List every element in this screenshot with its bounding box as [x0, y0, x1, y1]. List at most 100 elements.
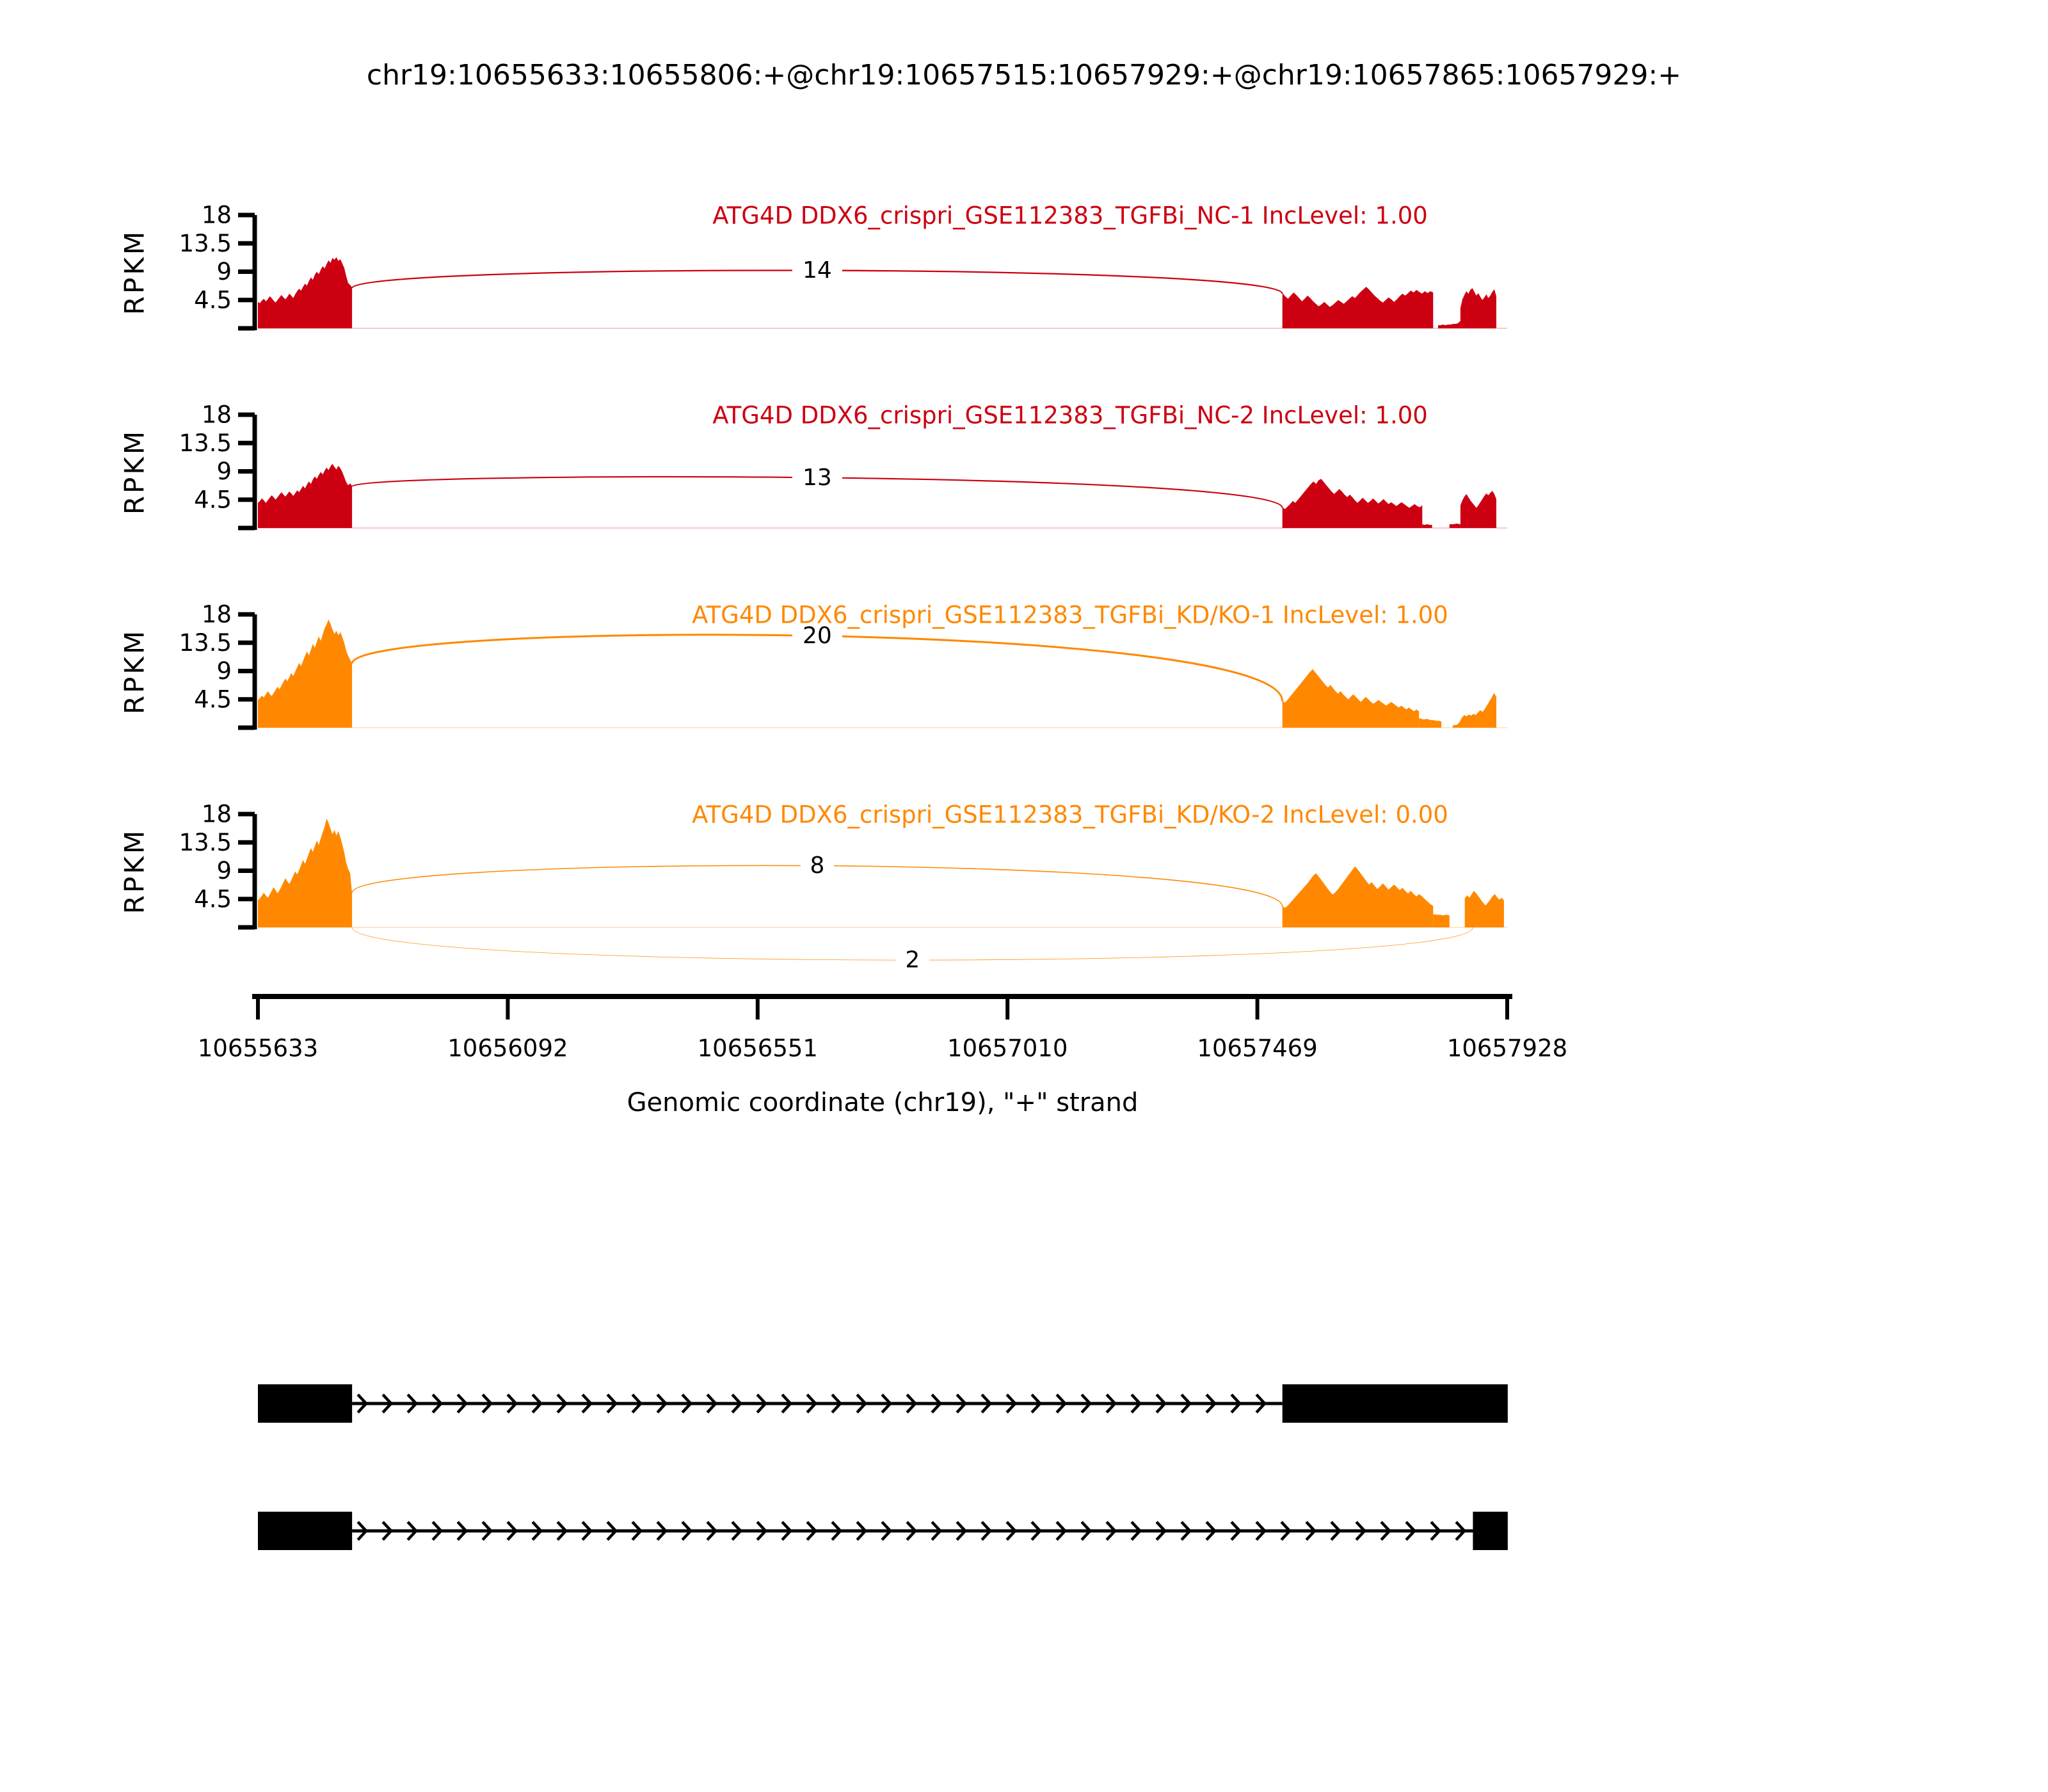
y-axis-label: RPKM: [119, 229, 150, 315]
strand-arrow-icon: [1180, 1393, 1192, 1414]
strand-arrow-icon: [381, 1521, 394, 1541]
strand-arrow-icon: [581, 1393, 593, 1414]
y-tick-label: 4.5: [194, 286, 232, 314]
strand-arrow-icon: [481, 1521, 493, 1541]
strand-arrow-icon: [1280, 1521, 1292, 1541]
strand-arrow-icon: [906, 1521, 918, 1541]
strand-arrow-icon: [656, 1393, 668, 1414]
strand-arrow-icon: [706, 1393, 718, 1414]
strand-arrow-icon: [606, 1521, 618, 1541]
y-axis-label: RPKM: [119, 429, 150, 515]
strand-arrow-icon: [781, 1393, 793, 1414]
junction-count-label: 14: [803, 257, 832, 284]
x-axis: 10655633 10656092 10656551 10657010 10657469…: [198, 994, 1567, 1062]
x-tick-label: 10656092: [447, 1035, 568, 1062]
strand-arrow-icon: [481, 1393, 493, 1414]
strand-arrow-icon: [1030, 1393, 1043, 1414]
coverage-area: [1452, 692, 1496, 728]
coverage-area: [1282, 866, 1434, 927]
y-tick-label: 4.5: [194, 685, 232, 713]
strand-arrow-icon: [756, 1393, 768, 1414]
coverage-area: [1433, 914, 1450, 927]
strand-arrow-icon: [381, 1393, 394, 1414]
strand-arrow-icon: [356, 1393, 369, 1414]
strand-arrow-icon: [581, 1521, 593, 1541]
x-axis-title: Genomic coordinate (chr19), "+" strand: [627, 1088, 1139, 1117]
strand-arrow-icon: [656, 1521, 668, 1541]
coverage-area: [258, 818, 353, 927]
y-tick-label: 13.5: [179, 230, 232, 257]
junction-label-bg: [792, 621, 842, 651]
strand-arrow-icon: [631, 1521, 643, 1541]
y-tick-label: 4.5: [194, 486, 232, 513]
transcript-1: [258, 1384, 1508, 1423]
strand-arrow-icon: [431, 1521, 444, 1541]
transcript-2: [258, 1512, 1508, 1550]
strand-arrow-icon: [731, 1393, 743, 1414]
strand-arrow-icon: [781, 1521, 793, 1541]
y-tick-label: 18: [202, 401, 232, 429]
strand-arrow-icon: [1455, 1521, 1467, 1541]
strand-arrow-icon: [856, 1521, 868, 1541]
strand-arrow-icon: [906, 1393, 918, 1414]
strand-arrow-icon: [731, 1521, 743, 1541]
strand-arrow-icon: [1180, 1521, 1192, 1541]
strand-arrow-icon: [756, 1521, 768, 1541]
y-tick-label: 18: [202, 202, 232, 229]
strand-arrow-icon: [1155, 1393, 1167, 1414]
coverage-area: [1438, 321, 1460, 328]
strand-arrow-icon: [1405, 1521, 1417, 1541]
coverage-area: [258, 257, 353, 328]
junction-label-bg: [895, 945, 929, 975]
strand-arrow-icon: [931, 1521, 943, 1541]
strand-arrow-icon: [531, 1521, 543, 1541]
figure-title: chr19:10655633:10655806:+@chr19:10657515…: [366, 59, 1682, 92]
junction-label-bg: [800, 851, 834, 881]
strand-arrow-icon: [980, 1521, 993, 1541]
strand-arrow-icon: [1080, 1521, 1092, 1541]
exon-box: [1282, 1384, 1508, 1423]
exon-box: [258, 1384, 353, 1423]
strand-arrow-icon: [556, 1393, 568, 1414]
strand-arrow-icon: [831, 1521, 843, 1541]
x-tick-label: 10655633: [198, 1035, 318, 1062]
strand-arrow-icon: [806, 1521, 818, 1541]
strand-arrow-icon: [931, 1393, 943, 1414]
y-tick-label: 9: [216, 657, 232, 685]
coverage-area: [1419, 718, 1442, 728]
strand-arrow-icon: [1105, 1521, 1117, 1541]
track-title: ATG4D DDX6_crispri_GSE112383_TGFBi_NC-2 …: [712, 402, 1428, 429]
strand-arrow-icon: [956, 1521, 968, 1541]
strand-arrow-icon: [1230, 1521, 1242, 1541]
x-tick-label: 10656551: [698, 1035, 818, 1062]
strand-arrow-icon: [1230, 1393, 1242, 1414]
strand-arrow-icon: [506, 1521, 518, 1541]
strand-arrow-icon: [1055, 1521, 1068, 1541]
junction-count-label: 8: [810, 852, 824, 879]
coverage-area: [1460, 288, 1496, 328]
strand-arrow-icon: [1255, 1521, 1267, 1541]
y-tick-label: 13.5: [179, 829, 232, 856]
y-tick-label: 9: [216, 458, 232, 485]
strand-arrow-icon: [1105, 1393, 1117, 1414]
strand-arrow-icon: [1255, 1393, 1267, 1414]
strand-arrow-icon: [681, 1393, 693, 1414]
strand-arrow-icon: [1005, 1521, 1018, 1541]
y-tick-label: 9: [216, 258, 232, 285]
x-tick-label: 10657469: [1197, 1035, 1317, 1062]
y-tick-label: 18: [202, 801, 232, 828]
strand-arrow-icon: [831, 1393, 843, 1414]
strand-arrow-icon: [956, 1393, 968, 1414]
y-tick-label: 18: [202, 601, 232, 628]
track-title: ATG4D DDX6_crispri_GSE112383_TGFBi_KD/KO…: [692, 602, 1448, 629]
strand-arrow-icon: [980, 1393, 993, 1414]
strand-arrow-icon: [1005, 1393, 1018, 1414]
coverage-area: [1464, 891, 1504, 927]
coverage-area: [1449, 524, 1460, 528]
coverage-area: [1282, 287, 1434, 328]
